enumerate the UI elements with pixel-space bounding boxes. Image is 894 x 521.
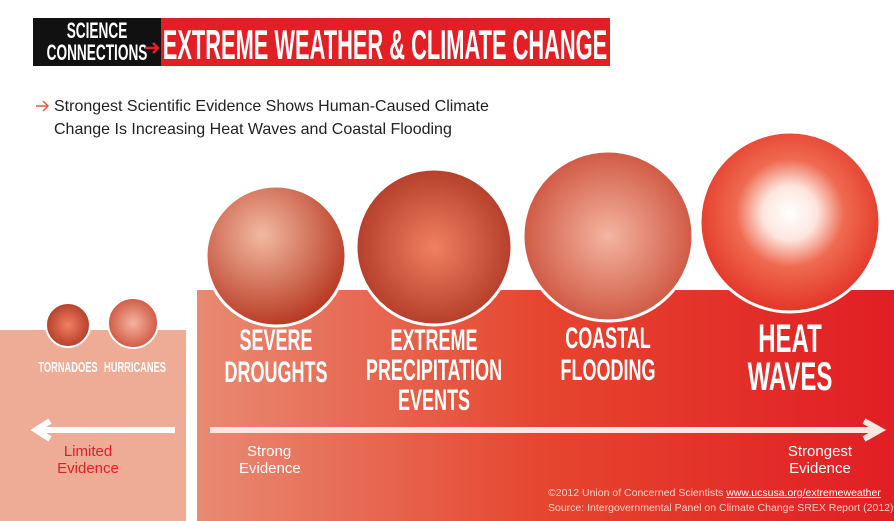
item-label: HURRICANES [104,359,166,376]
evidence-label: Strongest [788,443,853,460]
flooding-photo [523,151,693,321]
badge-text: CONNECTIONS [47,40,148,65]
heat-photo [700,132,880,312]
subtitle: Change Is Increasing Heat Waves and Coas… [54,121,452,138]
subtitle-arrow [36,101,48,111]
item-label: EXTREME [391,325,478,358]
evidence-label: Evidence [57,460,119,477]
source: Source: Intergovernmental Panel on Clima… [548,502,894,514]
item-label: WAVES [748,354,833,399]
item-label: COASTAL [565,323,651,356]
link[interactable]: www.ucsusa.org/extremeweather [725,487,881,499]
evidence-label: Strong [247,443,291,460]
item-label: PRECIPITATION [366,355,502,388]
infographic: SCIENCE CONNECTIONS EXTREME WEATHER & CL… [0,0,894,521]
tornado-photo [46,303,90,347]
hurricane-photo [108,298,158,348]
credit: ©2012 Union of Concerned Scientists www.… [548,487,881,499]
evidence-label: Evidence [789,460,851,477]
item-label: SEVERE [240,325,313,358]
item-label: FLOODING [561,355,656,388]
item-label: TORNADOES [38,359,97,376]
precipitation-photo [356,169,512,325]
subtitle: Strongest Scientific Evidence Shows Huma… [54,98,489,115]
item-label: DROUGHTS [225,357,328,390]
title: EXTREME WEATHER & CLIMATE CHANGE [163,23,607,69]
drought-photo [206,186,346,326]
evidence-label: Limited [64,443,112,460]
credit-text: ©2012 Union of Concerned Scientists [548,487,723,499]
page: SCIENCE CONNECTIONS EXTREME WEATHER & CL… [0,0,894,521]
evidence-label: Evidence [239,460,301,477]
item-label: EVENTS [398,385,470,418]
